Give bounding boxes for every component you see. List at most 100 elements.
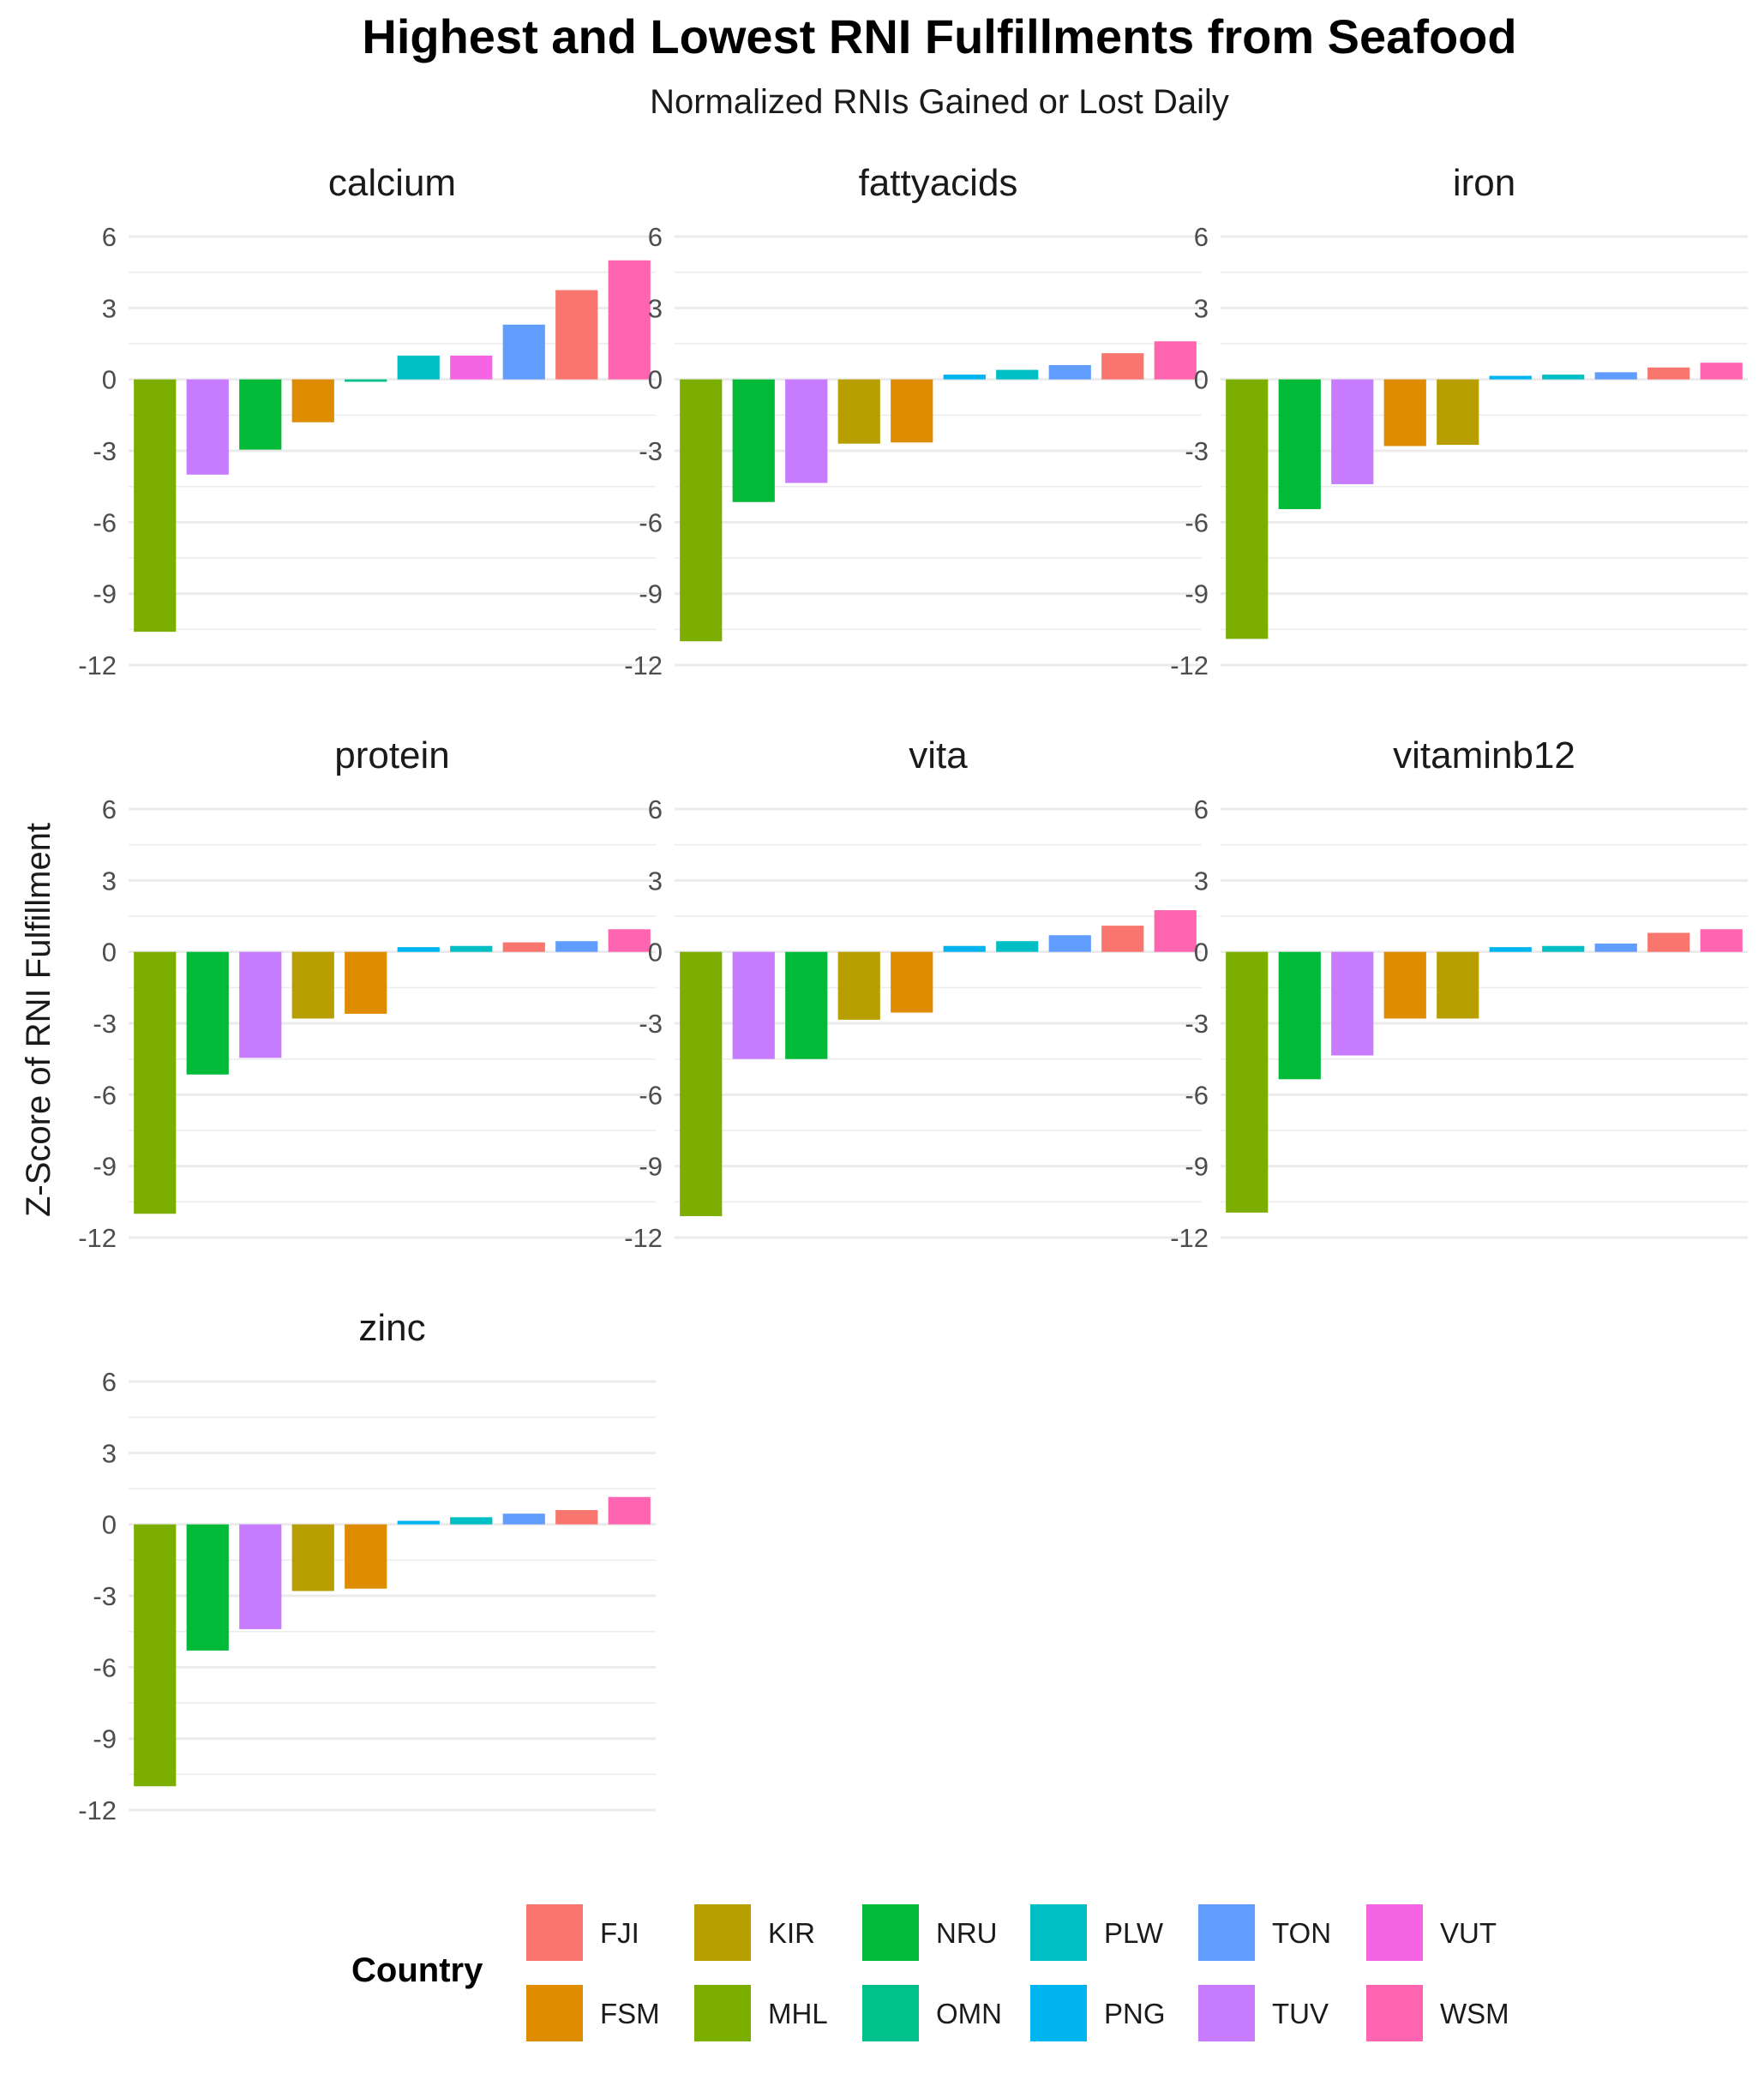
bar-iron-mhl [1226,379,1269,639]
y-tick-label: -6 [1185,507,1209,537]
bar-zinc-nru [186,1524,229,1651]
facet-label-protein: protein [334,734,450,776]
bar-protein-ton [555,941,598,952]
legend-key-mhl [694,1985,751,2041]
panel-fattyacids: fattyacids 6 3 0 -3 -6 -9 -12 [624,162,1202,680]
bar-vita-nru [785,951,828,1059]
legend-key-vut [1366,1904,1423,1961]
bar-zinc-ton [502,1514,545,1525]
y-tick-label: -9 [93,1152,117,1182]
bar-calcium-vut [450,355,493,380]
legend-key-plw [1030,1904,1087,1961]
facet-panels: calcium 6 3 0 -3 -6 -9 -12 fattyacids 6 3 0 -3 -6 -9 -1… [78,162,1748,1825]
legend-label-nru: NRU [936,1917,998,1949]
bar-vitaminb12-kir [1437,951,1479,1019]
y-tick-label: 6 [1194,794,1209,824]
y-axis-label: Z-Score of RNI Fulfillment [20,823,57,1217]
y-tick-label: -9 [639,579,663,609]
bar-vita-wsm [1154,910,1197,952]
bar-fattyacids-tuv [785,379,828,483]
facet-label-vitaminb12: vitaminb12 [1393,734,1575,776]
y-tick-label: -12 [78,650,117,680]
bar-iron-wsm [1700,363,1743,380]
legend-label-mhl: MHL [768,1998,828,2029]
bar-protein-png [397,947,440,952]
bar-fattyacids-fji [1101,353,1144,380]
y-tick-label: 0 [1194,938,1209,968]
y-tick-label: -9 [93,579,117,609]
y-tick-label: -9 [93,1724,117,1754]
bar-iron-fsm [1383,379,1426,447]
panel-zinc: zinc 6 3 0 -3 -6 -9 -12 [78,1307,656,1825]
legend-label-fji: FJI [600,1917,639,1949]
bar-vitaminb12-ton [1594,943,1637,952]
y-tick-label: -12 [624,650,663,680]
bar-vita-fsm [891,951,933,1013]
y-tick-label: -6 [639,1080,663,1110]
bar-fattyacids-wsm [1154,341,1197,380]
panel-calcium: calcium 6 3 0 -3 -6 -9 -12 [78,162,656,680]
y-tick-label: -12 [1170,650,1209,680]
bar-zinc-tuv [239,1524,282,1629]
legend-key-wsm [1366,1985,1423,2041]
y-tick-label: 0 [648,365,663,395]
bar-zinc-plw [450,1517,493,1525]
y-tick-label: -9 [1185,579,1209,609]
bar-calcium-fji [555,290,598,380]
legend-label-plw: PLW [1104,1917,1164,1949]
legend-label-tuv: TUV [1272,1998,1329,2029]
bar-vitaminb12-tuv [1331,951,1374,1056]
y-tick-label: 0 [1194,365,1209,395]
y-tick-label: -3 [93,436,117,466]
y-tick-label: -6 [639,507,663,537]
bar-calcium-ton [502,324,545,380]
y-tick-label: 3 [1194,866,1209,896]
bar-fattyacids-mhl [680,379,723,642]
y-tick-label: -9 [639,1152,663,1182]
bar-calcium-tuv [186,379,229,475]
chart-subtitle: Normalized RNIs Gained or Lost Daily [650,83,1229,121]
bar-vita-kir [837,951,880,1020]
bar-iron-png [1489,375,1532,380]
bar-fattyacids-fsm [891,379,933,443]
bar-vita-png [943,945,986,952]
y-tick-label: 0 [102,365,117,395]
bar-vitaminb12-wsm [1700,929,1743,952]
bar-fattyacids-plw [996,369,1039,380]
panel-protein: protein 6 3 0 -3 -6 -9 -12 [78,734,656,1253]
y-tick-label: -3 [639,436,663,466]
bar-calcium-omn [345,379,387,382]
bar-protein-tuv [239,951,282,1058]
bar-zinc-png [397,1520,440,1525]
bar-fattyacids-png [943,375,986,380]
legend-key-tuv [1198,1985,1255,2041]
y-tick-label: -3 [93,1581,117,1611]
y-tick-label: -3 [1185,1009,1209,1039]
y-tick-label: 3 [102,293,117,323]
y-tick-label: -12 [78,1223,117,1253]
y-tick-label: -6 [93,1080,117,1110]
y-tick-label: 3 [648,866,663,896]
legend-key-omn [862,1985,919,2041]
y-tick-label: 6 [648,222,663,252]
bar-vitaminb12-nru [1278,951,1321,1080]
bar-fattyacids-nru [732,379,775,502]
y-tick-label: -3 [639,1009,663,1039]
bar-protein-nru [186,951,229,1075]
y-tick-label: 6 [102,222,117,252]
bar-calcium-wsm [608,260,651,380]
bar-vitaminb12-fsm [1383,951,1426,1019]
y-tick-label: 6 [648,794,663,824]
bar-vita-ton [1048,935,1091,952]
bar-iron-ton [1594,372,1637,380]
legend-key-nru [862,1904,919,1961]
panel-vita: vita 6 3 0 -3 -6 -9 -12 [624,734,1202,1253]
bar-zinc-kir [291,1524,334,1591]
bar-vita-tuv [732,951,775,1059]
y-tick-label: 6 [1194,222,1209,252]
y-tick-label: -12 [78,1795,117,1825]
legend-key-kir [694,1904,751,1961]
bar-vita-fji [1101,926,1144,952]
bar-iron-fji [1647,367,1690,380]
